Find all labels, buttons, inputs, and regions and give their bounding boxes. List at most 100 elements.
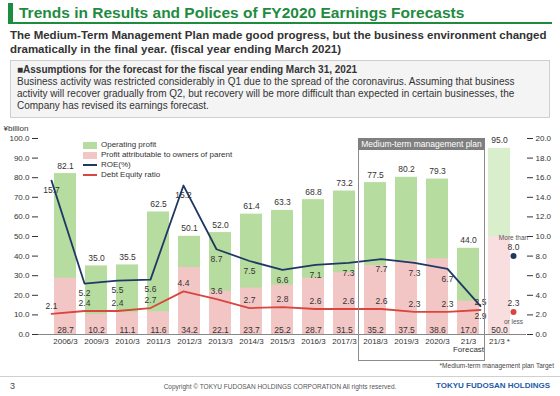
svg-text:2.4: 2.4	[79, 298, 91, 308]
svg-text:17.0: 17.0	[460, 325, 477, 335]
svg-text:6.6: 6.6	[277, 275, 289, 285]
svg-text:20.0: 20.0	[536, 134, 552, 143]
svg-text:34.2: 34.2	[181, 325, 198, 335]
svg-text:0.0: 0.0	[536, 330, 548, 339]
svg-text:11.1: 11.1	[120, 325, 136, 335]
svg-text:68.8: 68.8	[305, 187, 322, 197]
svg-text:10.2: 10.2	[88, 325, 105, 335]
svg-text:2.1: 2.1	[46, 301, 58, 311]
svg-text:2.6: 2.6	[343, 296, 355, 306]
svg-text:0.0: 0.0	[18, 330, 30, 339]
svg-text:2.6: 2.6	[310, 296, 322, 306]
svg-text:80.2: 80.2	[398, 164, 415, 174]
svg-text:2011/3: 2011/3	[147, 337, 171, 346]
svg-text:2.3: 2.3	[508, 298, 520, 308]
svg-text:2016/3: 2016/3	[301, 337, 326, 346]
svg-text:2013/3: 2013/3	[208, 337, 233, 346]
svg-text:21/3 *: 21/3 *	[489, 337, 510, 346]
svg-text:21/3Forecast: 21/3Forecast	[453, 337, 485, 354]
svg-text:2.4: 2.4	[112, 298, 124, 308]
svg-text:38.6: 38.6	[429, 325, 446, 335]
svg-text:28.7: 28.7	[305, 325, 322, 335]
svg-text:2020/3: 2020/3	[425, 337, 450, 346]
svg-text:2014/3: 2014/3	[239, 337, 264, 346]
svg-text:8.0: 8.0	[508, 242, 520, 252]
svg-text:63.3: 63.3	[274, 197, 291, 207]
svg-text:44.0: 44.0	[460, 235, 477, 245]
html-text:The Medium-Term Management Pla: The Medium-Term Management Plan made goo…	[10, 29, 547, 55]
svg-text:5.5: 5.5	[112, 285, 124, 295]
svg-text:95.0: 95.0	[491, 135, 508, 145]
svg-text:2.7: 2.7	[145, 295, 157, 305]
svg-text:35.0: 35.0	[88, 253, 105, 263]
svg-text:2006/3: 2006/3	[53, 337, 78, 346]
svg-text:2019/3: 2019/3	[394, 337, 419, 346]
svg-text:30.0: 30.0	[14, 271, 30, 280]
svg-text:2015/3: 2015/3	[270, 337, 295, 346]
svg-text:2.3: 2.3	[442, 299, 454, 309]
svg-text:31.5: 31.5	[336, 325, 353, 335]
svg-text:6.0: 6.0	[536, 271, 548, 280]
svg-text:2.7: 2.7	[244, 295, 256, 305]
svg-text:61.4: 61.4	[243, 201, 260, 211]
svg-text:50.0: 50.0	[491, 325, 508, 335]
svg-text:62.5: 62.5	[150, 199, 167, 209]
svg-text:16.0: 16.0	[536, 173, 552, 182]
svg-text:7.7: 7.7	[376, 264, 388, 274]
svg-text:50.1: 50.1	[181, 223, 198, 233]
svg-text:52.0: 52.0	[212, 220, 229, 230]
svg-text:2018/3: 2018/3	[363, 337, 388, 346]
svg-text:3.6: 3.6	[211, 286, 223, 296]
svg-text:12.0: 12.0	[536, 212, 552, 221]
svg-text:90.0: 90.0	[14, 154, 30, 163]
svg-text:100.0: 100.0	[9, 134, 30, 143]
svg-text:2012/3: 2012/3	[177, 337, 202, 346]
svg-text:5.2: 5.2	[79, 288, 91, 298]
svg-text:¥billion: ¥billion	[3, 124, 29, 133]
svg-text:8.0: 8.0	[536, 252, 548, 261]
svg-text:7.1: 7.1	[310, 270, 322, 280]
svg-text:2.0: 2.0	[536, 310, 548, 319]
svg-text:2010/3: 2010/3	[115, 337, 140, 346]
svg-text:35.2: 35.2	[367, 325, 384, 335]
svg-text:14.0: 14.0	[536, 193, 552, 202]
svg-text:80.0: 80.0	[14, 173, 30, 182]
svg-text:11.6: 11.6	[151, 325, 167, 335]
svg-text:18.0: 18.0	[536, 154, 552, 163]
svg-text:15.7: 15.7	[43, 185, 60, 195]
svg-text:23.7: 23.7	[243, 325, 260, 335]
svg-text:77.5: 77.5	[367, 170, 384, 180]
svg-text:70.0: 70.0	[14, 193, 30, 202]
svg-text:50.0: 50.0	[14, 232, 30, 241]
svg-text:10.0: 10.0	[14, 310, 30, 319]
svg-text:4.4: 4.4	[178, 278, 190, 288]
svg-text:35.5: 35.5	[119, 252, 136, 262]
svg-text:79.3: 79.3	[429, 166, 446, 176]
svg-text:7.5: 7.5	[244, 266, 256, 276]
svg-text:or less: or less	[504, 318, 524, 325]
svg-text:2.8: 2.8	[277, 294, 289, 304]
svg-text:15.2: 15.2	[175, 190, 192, 200]
svg-text:10.0: 10.0	[536, 232, 552, 241]
svg-text:2017/3: 2017/3	[332, 337, 357, 346]
svg-text:4.0: 4.0	[536, 291, 548, 300]
svg-text:More than: More than	[499, 234, 529, 241]
svg-text:28.7: 28.7	[57, 325, 74, 335]
svg-text:2009/3: 2009/3	[84, 337, 109, 346]
svg-text:7.3: 7.3	[409, 268, 421, 278]
svg-text:7.3: 7.3	[343, 268, 355, 278]
svg-text:60.0: 60.0	[14, 212, 30, 221]
svg-text:73.2: 73.2	[336, 178, 353, 188]
svg-text:8.7: 8.7	[211, 254, 223, 264]
svg-text:5.6: 5.6	[145, 284, 157, 294]
svg-text:2.6: 2.6	[376, 296, 388, 306]
svg-text:82.1: 82.1	[57, 161, 74, 171]
svg-text:25.2: 25.2	[274, 325, 291, 335]
svg-text:22.1: 22.1	[212, 325, 229, 335]
svg-text:6.7: 6.7	[442, 274, 454, 284]
svg-text:37.5: 37.5	[398, 325, 415, 335]
svg-text:40.0: 40.0	[14, 252, 30, 261]
svg-text:20.0: 20.0	[14, 291, 30, 300]
html-text:Business activity was restrict: Business activity was restricted conside…	[17, 76, 515, 111]
svg-text:2.3: 2.3	[409, 299, 421, 309]
